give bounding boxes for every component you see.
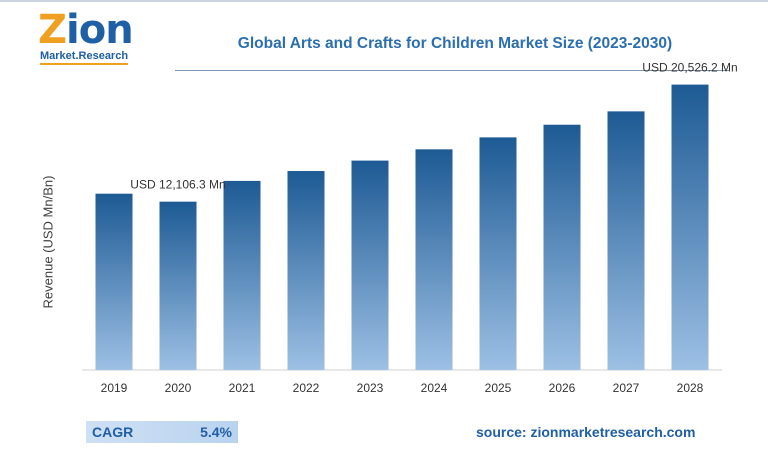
source-credit: source: zionmarketresearch.com xyxy=(476,424,696,440)
x-tick-label: 2027 xyxy=(613,381,640,395)
logo-wordmark: Zion xyxy=(38,7,134,53)
bar-2027 xyxy=(607,111,645,370)
x-tick-label: 2028 xyxy=(677,381,704,395)
logo-letters: ion xyxy=(66,7,134,53)
x-tick-label: 2026 xyxy=(549,381,576,395)
bar-2026 xyxy=(543,124,581,370)
data-label-2028: USD 20,526.2 Mn xyxy=(642,61,737,75)
bar-2021 xyxy=(223,180,261,370)
bar-2019 xyxy=(95,193,133,370)
bar-2025 xyxy=(479,137,517,370)
x-tick-label: 2022 xyxy=(293,381,320,395)
x-tick-label: 2020 xyxy=(165,381,192,395)
top-rule xyxy=(0,0,768,2)
bar-2024 xyxy=(415,149,453,370)
title-underline xyxy=(175,70,730,71)
bar-2023 xyxy=(351,160,389,370)
cagr-label: CAGR xyxy=(92,424,134,440)
x-tick-label: 2019 xyxy=(101,381,128,395)
x-tick-label: 2025 xyxy=(485,381,512,395)
x-tick-label: 2023 xyxy=(357,381,384,395)
bar-2028 xyxy=(671,84,709,370)
logo-letter-z: Z xyxy=(38,7,67,53)
logo-subtitle: Market.Research xyxy=(40,50,129,65)
bar-2020 xyxy=(159,201,197,370)
cagr-value: 5.4% xyxy=(200,424,232,440)
bar-2022 xyxy=(287,171,325,370)
x-tick-label: 2024 xyxy=(421,381,448,395)
x-tick-label: 2021 xyxy=(229,381,256,395)
chart-title: Global Arts and Crafts for Children Mark… xyxy=(237,35,673,52)
data-label-2020: USD 12,106.3 Mn xyxy=(130,178,225,192)
cagr-box: CAGR 5.4% xyxy=(86,421,238,443)
zion-logo: Zion Market.Research xyxy=(38,10,148,66)
